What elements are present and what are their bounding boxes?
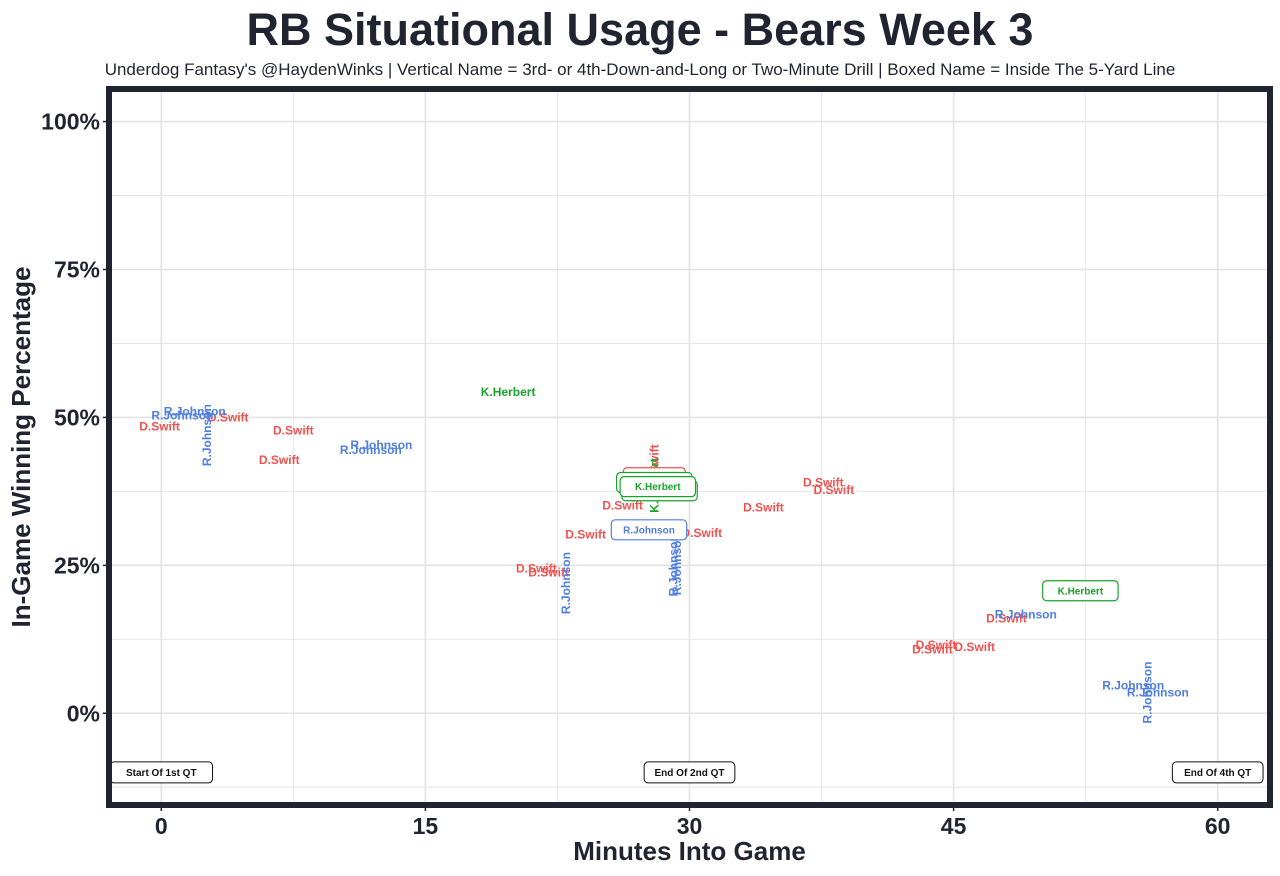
annotation-label: End Of 4th QT bbox=[1184, 768, 1251, 779]
point-label: D.Swift bbox=[273, 423, 314, 437]
x-tick-label: 45 bbox=[941, 813, 967, 839]
y-tick-label: 25% bbox=[54, 552, 100, 578]
annotation-box bbox=[1171, 761, 1264, 784]
grid-lines bbox=[112, 92, 1267, 802]
point-label: D.Swift bbox=[743, 500, 784, 514]
plot-frame bbox=[106, 86, 1273, 808]
annotation-box bbox=[643, 761, 736, 784]
point-label: D.Swift bbox=[986, 612, 1027, 626]
point-label-vertical: R.Johnson bbox=[667, 534, 681, 596]
point-label: D.Swift bbox=[803, 476, 844, 490]
x-tick-label: 30 bbox=[677, 813, 703, 839]
axes: 0 15 30 45 60 0% 25% 50% 75% 100% bbox=[41, 109, 1230, 839]
point-label: D.Swift bbox=[912, 642, 953, 656]
point-box-label: K.Herbert bbox=[635, 482, 681, 493]
chart-subtitle: Underdog Fantasy's @HaydenWinks | Vertic… bbox=[104, 60, 1176, 79]
point-label: D.Swift bbox=[954, 640, 995, 654]
y-tick-label: 100% bbox=[41, 109, 100, 135]
quarter-annotation: End Of 4th QT bbox=[1171, 761, 1264, 784]
point-label: D.Swift bbox=[528, 565, 569, 579]
y-tick-label: 75% bbox=[54, 257, 100, 283]
point-label-vertical: R.Johnson bbox=[200, 404, 214, 466]
point-label-boxed: R.Johnson bbox=[610, 519, 688, 541]
point-label: R.Johnson bbox=[164, 405, 226, 419]
point-label: D.Swift bbox=[516, 561, 557, 575]
point-label: R.Johnson bbox=[340, 443, 402, 457]
x-tick-label: 60 bbox=[1205, 813, 1231, 839]
point-label-boxed: K.Herbert bbox=[1042, 580, 1119, 602]
x-tick-label: 0 bbox=[155, 813, 168, 839]
point-label: D.Swift bbox=[208, 410, 249, 424]
point-label-vertical: R.Johnson bbox=[559, 552, 573, 614]
point-box bbox=[619, 476, 697, 498]
annotation-label: End Of 2nd QT bbox=[655, 768, 725, 779]
point-label: R.Johnson bbox=[1102, 678, 1164, 692]
annotation-label: Start Of 1st QT bbox=[126, 768, 197, 779]
point-label-vertical: R.Johnson bbox=[1140, 662, 1154, 724]
point-label: D.Swift bbox=[916, 638, 957, 652]
point-box bbox=[1042, 580, 1119, 602]
annotations: Start Of 1st QT End Of 2nd QT End Of 4th Q… bbox=[109, 761, 1264, 784]
point-label: D.Swift bbox=[139, 419, 180, 433]
point-box-label: K.Herbert bbox=[1058, 586, 1104, 597]
y-tick-label: 50% bbox=[54, 404, 100, 430]
point-label: R.Johnson bbox=[1127, 686, 1189, 700]
chart-title: RB Situational Usage - Bears Week 3 bbox=[246, 4, 1034, 55]
point-label: D.Swift bbox=[602, 499, 643, 513]
data-points: D.SwiftD.SwiftD.SwiftD.SwiftD.SwiftD.Swi… bbox=[139, 385, 1189, 724]
point-label: D.Swift bbox=[681, 526, 722, 540]
quarter-annotation: Start Of 1st QT bbox=[109, 761, 214, 784]
x-tick-label: 15 bbox=[413, 813, 439, 839]
point-label: R.Johnson bbox=[995, 607, 1057, 621]
y-tick-label: 0% bbox=[67, 700, 100, 726]
point-label-vertical: R.Johnson bbox=[670, 533, 684, 595]
quarter-annotation: End Of 2nd QT bbox=[643, 761, 736, 784]
point-label: D.Swift bbox=[814, 483, 855, 497]
point-label: R.Johnson bbox=[350, 438, 412, 452]
point-label: K.Herbert bbox=[481, 385, 536, 399]
point-box-label: R.Johnson bbox=[623, 525, 675, 536]
point-label: D.Swift bbox=[565, 528, 606, 542]
point-label-boxed: K.Herbert bbox=[619, 476, 697, 498]
x-axis-title: Minutes Into Game bbox=[573, 836, 806, 866]
point-label: D.Swift bbox=[259, 453, 300, 467]
point-label: R.Johnson bbox=[151, 409, 213, 423]
point-box bbox=[610, 519, 688, 541]
y-axis-title: In-Game Winning Percentage bbox=[6, 267, 36, 628]
